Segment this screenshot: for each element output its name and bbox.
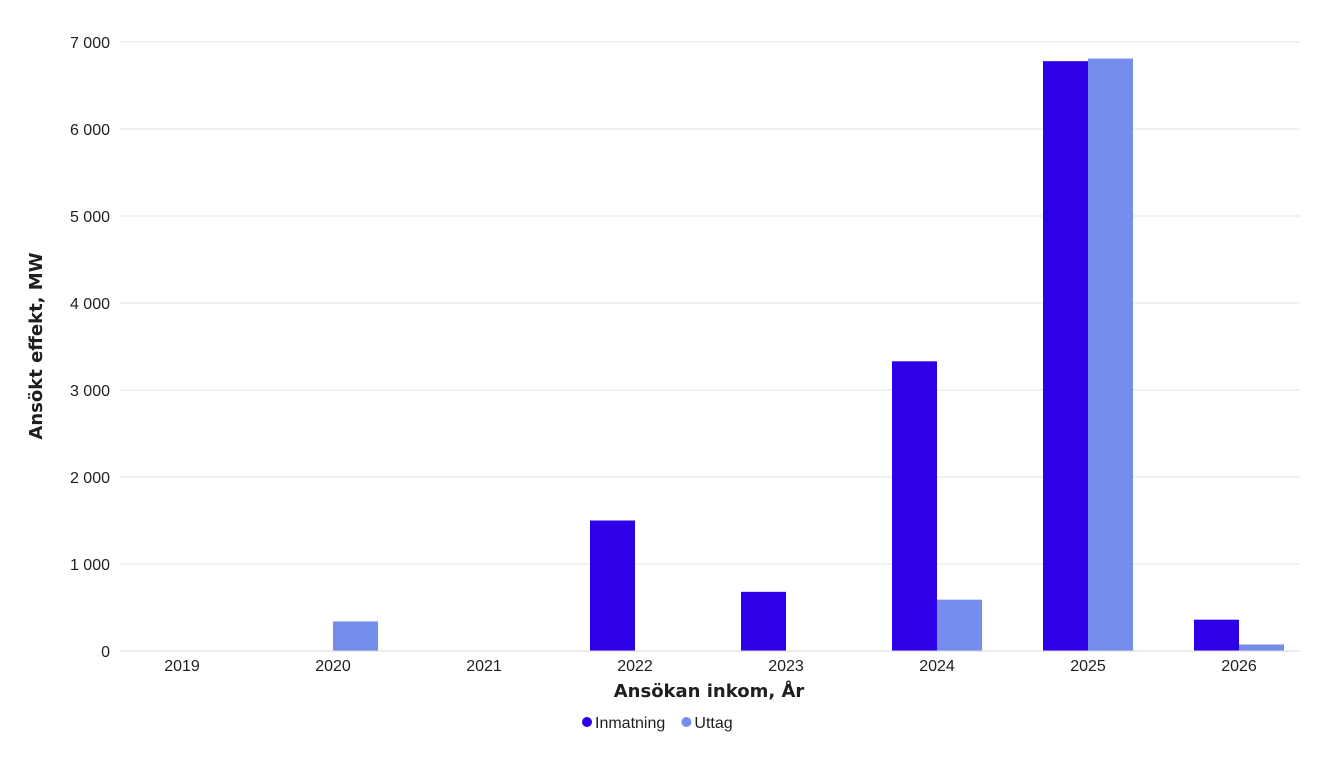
x-axis-title: Ansökan inkom, År	[614, 679, 805, 702]
bar-inmatning-2023	[741, 591, 786, 651]
bars	[333, 58, 1284, 651]
y-axis-title: Ansökt effekt, MW	[26, 252, 47, 439]
y-tick-label: 7 000	[70, 35, 110, 52]
legend-label: Inmatning	[595, 715, 665, 732]
legend-item-uttag: Uttag	[681, 715, 733, 732]
x-tick-label: 2021	[466, 658, 502, 675]
y-tick-label: 5 000	[70, 209, 110, 226]
x-tick-label: 2026	[1221, 658, 1257, 675]
y-tick-label: 1 000	[70, 557, 110, 574]
bar-inmatning-2024	[892, 361, 937, 651]
x-tick-label: 2019	[164, 658, 200, 675]
legend-label: Uttag	[694, 715, 732, 732]
y-tick-label: 2 000	[70, 470, 110, 487]
x-tick-label: 2024	[919, 658, 955, 675]
x-tick-label: 2023	[768, 658, 804, 675]
x-axis-ticks: 2019 2020 2021 2022 2023 2024 2025 2026	[164, 658, 1257, 675]
bar-uttag-2025	[1088, 58, 1133, 651]
bar-inmatning-2025	[1043, 61, 1088, 651]
gridlines	[120, 41, 1300, 565]
y-tick-label: 3 000	[70, 383, 110, 400]
y-tick-label: 4 000	[70, 296, 110, 313]
bar-uttag-2024	[937, 599, 982, 651]
bar-inmatning-2022	[590, 520, 635, 651]
legend: Inmatning Uttag	[582, 715, 733, 732]
y-tick-label: 6 000	[70, 122, 110, 139]
y-tick-label: 0	[101, 644, 110, 661]
legend-marker	[681, 717, 692, 727]
x-tick-label: 2025	[1070, 658, 1106, 675]
x-tick-label: 2022	[617, 658, 653, 675]
legend-marker	[582, 717, 592, 727]
bar-uttag-2026	[1239, 644, 1284, 651]
legend-item-inmatning: Inmatning	[582, 715, 665, 732]
x-tick-label: 2020	[315, 658, 351, 675]
bar-uttag-2020	[333, 621, 378, 651]
y-axis-ticks: 0 1 000 2 000 3 000 4 000 5 000 6 000 7 000	[70, 35, 110, 661]
bar-inmatning-2026	[1194, 619, 1239, 651]
